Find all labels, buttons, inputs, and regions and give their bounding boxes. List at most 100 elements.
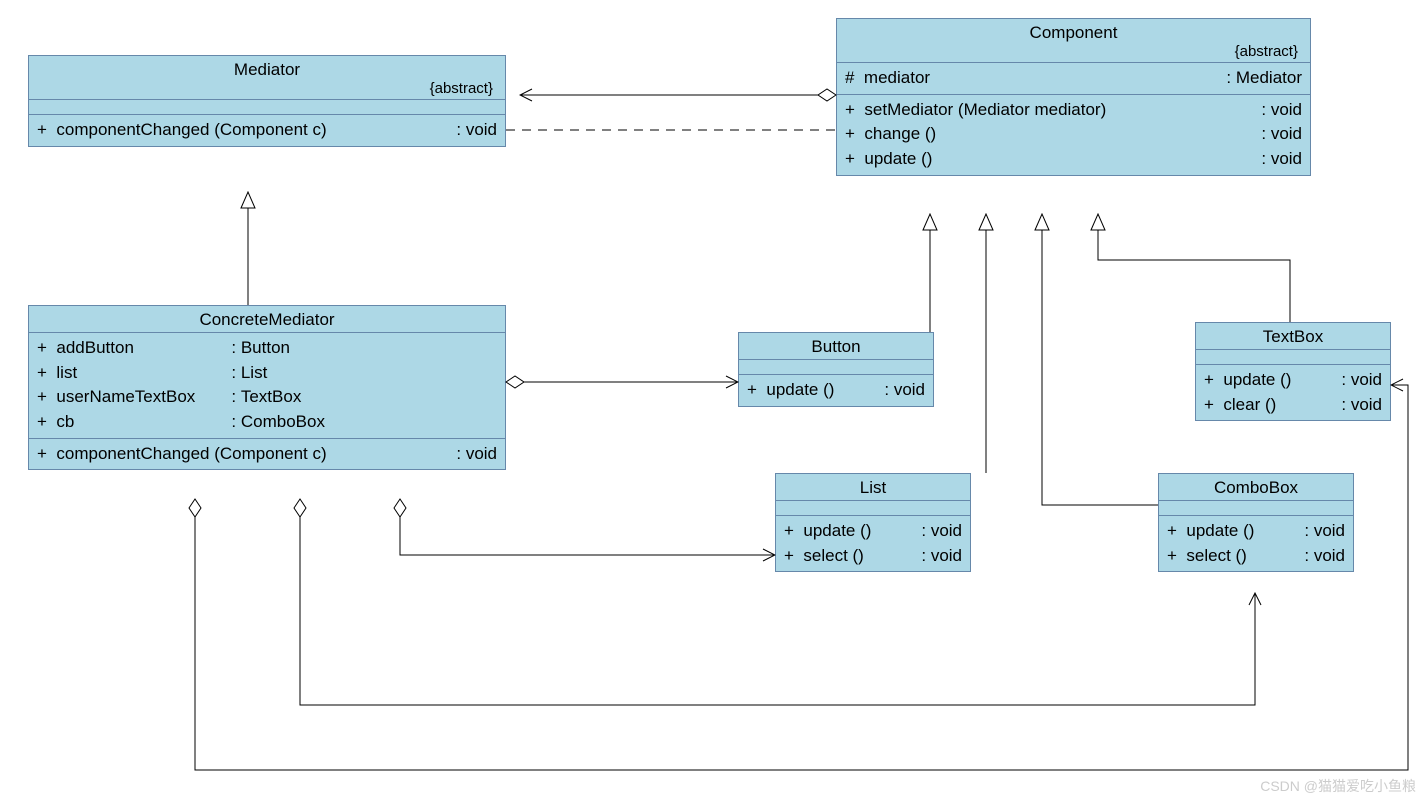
op-sig: change () xyxy=(864,122,936,147)
watermark-label: CSDN @猫猫爱吃小鱼粮 xyxy=(1260,776,1416,796)
class-title: Component {abstract} xyxy=(837,19,1310,63)
attr-row: + userNameTextBox: TextBox xyxy=(37,385,497,410)
op-ret: void xyxy=(894,378,925,403)
class-combobox: ComboBox + update (): void + select (): … xyxy=(1158,473,1354,572)
attr-row: # mediator : Mediator xyxy=(845,66,1302,91)
attr-name: list xyxy=(56,361,231,386)
op-vis: + xyxy=(1204,393,1214,418)
class-name-label: ConcreteMediator xyxy=(199,310,334,329)
op-sig: select () xyxy=(1186,544,1246,569)
op-row: + select (): void xyxy=(784,544,962,569)
op-ret: void xyxy=(931,544,962,569)
op-ret: void xyxy=(931,519,962,544)
attr-row: + list: List xyxy=(37,361,497,386)
attr-vis: + xyxy=(37,336,47,361)
class-ops-section: + update (): void + select (): void xyxy=(1159,516,1353,571)
op-ret: void xyxy=(1271,122,1302,147)
class-ops-section: + update (): void xyxy=(739,375,933,406)
class-name-label: Component xyxy=(1030,23,1118,42)
class-mediator: Mediator {abstract} + componentChanged (… xyxy=(28,55,506,147)
attr-type: ComboBox xyxy=(241,410,325,435)
edge-cm-aggregates-list xyxy=(400,499,775,555)
edge-combobox-extends-component xyxy=(1042,214,1158,505)
class-ops-section: + componentChanged (Component c): void xyxy=(29,439,505,470)
class-attrs-section xyxy=(739,360,933,375)
op-sig: update () xyxy=(766,378,834,403)
op-row: + update (): void xyxy=(747,378,925,403)
op-row: + update (): void xyxy=(1167,519,1345,544)
op-sig: update () xyxy=(803,519,871,544)
class-title: Button xyxy=(739,333,933,360)
attr-row: + addButton: Button xyxy=(37,336,497,361)
op-sig: update () xyxy=(864,147,932,172)
op-ret: void xyxy=(466,442,497,467)
attr-vis: + xyxy=(37,361,47,386)
op-sig: update () xyxy=(1186,519,1254,544)
attr-type: Mediator xyxy=(1236,66,1302,91)
class-title: TextBox xyxy=(1196,323,1390,350)
op-vis: + xyxy=(784,519,794,544)
op-sig: componentChanged (Component c) xyxy=(56,442,326,467)
class-attrs-section xyxy=(29,100,505,115)
class-title: ComboBox xyxy=(1159,474,1353,501)
class-name-label: TextBox xyxy=(1263,327,1323,346)
attr-name: cb xyxy=(56,410,231,435)
class-title: List xyxy=(776,474,970,501)
class-ops-section: + update (): void + select (): void xyxy=(776,516,970,571)
op-row: + select (): void xyxy=(1167,544,1345,569)
class-textbox: TextBox + update (): void + clear (): vo… xyxy=(1195,322,1391,421)
class-name-label: Mediator xyxy=(234,60,300,79)
op-vis: + xyxy=(37,118,47,143)
op-sig: componentChanged (Component c) xyxy=(56,118,326,143)
op-row: + setMediator (Mediator mediator) : void xyxy=(845,98,1302,123)
op-sig: update () xyxy=(1223,368,1291,393)
class-attrs-section: # mediator : Mediator xyxy=(837,63,1310,95)
class-ops-section: + setMediator (Mediator mediator) : void… xyxy=(837,95,1310,175)
op-vis: + xyxy=(784,544,794,569)
op-sig: setMediator (Mediator mediator) xyxy=(864,98,1106,123)
class-list: List + update (): void + select (): void xyxy=(775,473,971,572)
op-row: + update () : void xyxy=(845,147,1302,172)
class-ops-section: + update (): void + clear (): void xyxy=(1196,365,1390,420)
op-ret: void xyxy=(1314,519,1345,544)
op-ret: void xyxy=(1314,544,1345,569)
op-ret: void xyxy=(1271,147,1302,172)
class-title: Mediator {abstract} xyxy=(29,56,505,100)
op-row: + update (): void xyxy=(1204,368,1382,393)
class-attrs-section xyxy=(1196,350,1390,365)
op-vis: + xyxy=(747,378,757,403)
class-attrs-section xyxy=(776,501,970,516)
attr-type: TextBox xyxy=(241,385,301,410)
op-sig: clear () xyxy=(1223,393,1276,418)
op-vis: + xyxy=(1204,368,1214,393)
op-vis: + xyxy=(845,98,855,123)
class-concrete-mediator: ConcreteMediator + addButton: Button + l… xyxy=(28,305,506,470)
op-ret: void xyxy=(466,118,497,143)
op-row: + change () : void xyxy=(845,122,1302,147)
op-ret: void xyxy=(1351,393,1382,418)
attr-row: + cb: ComboBox xyxy=(37,410,497,435)
class-name-label: List xyxy=(860,478,886,497)
op-vis: + xyxy=(37,442,47,467)
class-stereotype-label: {abstract} xyxy=(37,80,497,97)
op-row: + componentChanged (Component c) : void xyxy=(37,118,497,143)
op-row: + componentChanged (Component c): void xyxy=(37,442,497,467)
attr-type: Button xyxy=(241,336,290,361)
class-attrs-section xyxy=(1159,501,1353,516)
op-vis: + xyxy=(1167,544,1177,569)
op-vis: + xyxy=(845,147,855,172)
attr-name: addButton xyxy=(56,336,231,361)
class-stereotype-label: {abstract} xyxy=(845,43,1302,60)
op-vis: + xyxy=(1167,519,1177,544)
attr-name: userNameTextBox xyxy=(56,385,231,410)
op-row: + update (): void xyxy=(784,519,962,544)
edge-textbox-extends-component xyxy=(1098,214,1290,322)
op-sig: select () xyxy=(803,544,863,569)
class-title: ConcreteMediator xyxy=(29,306,505,333)
attr-name: mediator xyxy=(864,66,930,91)
op-ret: void xyxy=(1351,368,1382,393)
class-button: Button + update (): void xyxy=(738,332,934,407)
class-name-label: ComboBox xyxy=(1214,478,1298,497)
op-row: + clear (): void xyxy=(1204,393,1382,418)
class-component: Component {abstract} # mediator : Mediat… xyxy=(836,18,1311,176)
